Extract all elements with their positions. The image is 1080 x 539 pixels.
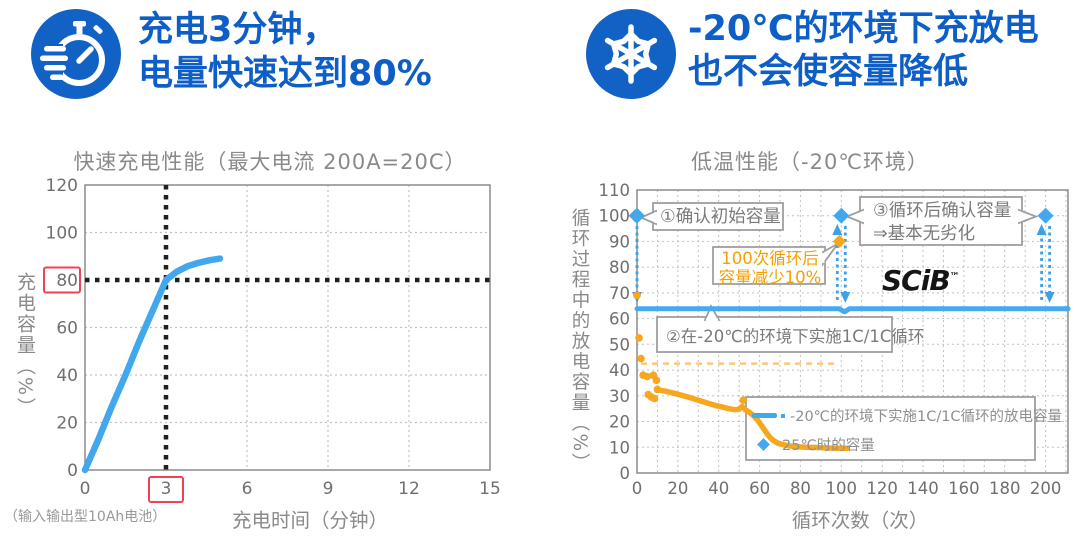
svg-text:100: 100 <box>826 479 858 498</box>
svg-text:20: 20 <box>609 413 630 432</box>
scib-logo: SCiB™ <box>882 264 960 297</box>
left-panel: 充电3分钟， 电量快速达到80% 快速充电性能（最大电流 200A=20C） 0… <box>4 8 501 532</box>
chart-legend: -20℃的环境下实施1C/1C循环的放电容量 25℃时的容量 <box>752 401 1062 459</box>
svg-text:60: 60 <box>749 479 770 498</box>
left-headline: 充电3分钟， 电量快速达到80% <box>138 8 432 96</box>
right-x-axis-label: 循环次数（次） <box>791 509 929 532</box>
svg-text:80: 80 <box>790 479 811 498</box>
low-temp-chart: 0 10 20 30 40 50 60 70 80 90 100 110 0 20 40 60 80 100 120… <box>599 181 1071 498</box>
svg-text:160: 160 <box>948 479 980 498</box>
annotation-after-cycles-line2: ⇒基本无劣化 <box>873 224 976 244</box>
stopwatch-icon <box>31 9 121 99</box>
svg-text:50: 50 <box>609 335 630 354</box>
right-headline-line1: -20℃的环境下充放电 <box>688 9 1039 49</box>
left-y-axis-label: 充电容量（%） <box>14 272 36 419</box>
svg-text:40: 40 <box>609 361 630 380</box>
right-y-axis-label: 循环过程中的放电容量（%） <box>569 208 590 474</box>
right-panel: -20℃的环境下充放电 也不会使容量降低 低温性能（-20℃环境） 0 10 20 3… <box>540 0 1080 539</box>
svg-text:140: 140 <box>907 479 939 498</box>
legend-item-25c-label: 25℃时的容量 <box>782 438 875 454</box>
svg-text:20: 20 <box>56 414 78 434</box>
annotation-100-cycles-line2: 容量减少10% <box>718 268 822 287</box>
svg-text:20: 20 <box>667 479 688 498</box>
svg-text:80: 80 <box>56 271 78 291</box>
left-chart-title: 快速充电性能（最大电流 200A=20C） <box>73 150 467 174</box>
svg-text:0: 0 <box>632 479 643 498</box>
svg-text:15: 15 <box>479 479 501 499</box>
legend-dot-marker <box>781 413 785 418</box>
svg-text:180: 180 <box>989 479 1021 498</box>
battery-type-note: （输入输出型10Ah电池） <box>4 509 167 525</box>
svg-text:0: 0 <box>80 479 91 499</box>
svg-text:110: 110 <box>599 181 631 200</box>
right-headline: -20℃的环境下充放电 也不会使容量降低 <box>688 8 1039 94</box>
svg-text:9: 9 <box>323 479 334 499</box>
annotation-cycling-condition: ②在-20℃的环境下实施1C/1C循环 <box>666 327 925 346</box>
svg-text:6: 6 <box>242 479 253 499</box>
right-headline-line2: 也不会使容量降低 <box>688 52 969 92</box>
legend-line-marker <box>752 413 777 418</box>
svg-text:120: 120 <box>46 176 78 196</box>
legend-item-minus20-label: -20℃的环境下实施1C/1C循环的放电容量 <box>790 409 1063 425</box>
svg-text:12: 12 <box>398 479 420 499</box>
svg-text:200: 200 <box>1030 479 1062 498</box>
left-headline-line2: 电量快速达到80% <box>138 54 432 94</box>
annotation-initial-capacity: ①确认初始容量 <box>660 207 781 227</box>
svg-text:40: 40 <box>56 366 78 386</box>
legend-item-minus20: -20℃的环境下实施1C/1C循环的放电容量 <box>752 401 1062 430</box>
svg-text:3: 3 <box>161 479 172 499</box>
svg-text:0: 0 <box>620 464 631 483</box>
svg-text:40: 40 <box>708 479 729 498</box>
fast-charge-chart: 0 20 40 60 80 100 120 0 3 6 9 12 15 <box>43 176 501 503</box>
svg-text:70: 70 <box>609 284 630 303</box>
svg-text:60: 60 <box>609 310 630 329</box>
right-chart-title: 低温性能（-20℃环境） <box>691 150 929 174</box>
svg-text:90: 90 <box>609 232 630 251</box>
svg-text:0: 0 <box>67 461 78 481</box>
svg-text:100: 100 <box>46 224 78 244</box>
legend-item-25c: 25℃时的容量 <box>752 430 1062 459</box>
svg-text:80: 80 <box>609 258 630 277</box>
svg-text:10: 10 <box>609 438 630 457</box>
snowflake-icon <box>586 9 676 99</box>
trademark-symbol: ™ <box>949 271 960 283</box>
legend-diamond-marker <box>757 438 770 451</box>
left-headline-line1: 充电3分钟， <box>138 10 338 50</box>
annotation-100-cycles-line1: 100次循环后 <box>721 249 819 268</box>
svg-text:30: 30 <box>609 387 630 406</box>
annotation-100-cycles: 100次循环后 容量减少10% <box>716 249 824 287</box>
svg-text:60: 60 <box>56 319 78 339</box>
annotation-after-cycles-line1: ③循环后确认容量 <box>873 201 1012 221</box>
annotation-after-cycles: ③循环后确认容量 ⇒基本无劣化 <box>873 200 1011 246</box>
left-x-axis-label: 充电时间（分钟） <box>231 509 388 532</box>
svg-text:100: 100 <box>599 207 631 226</box>
svg-text:120: 120 <box>866 479 898 498</box>
